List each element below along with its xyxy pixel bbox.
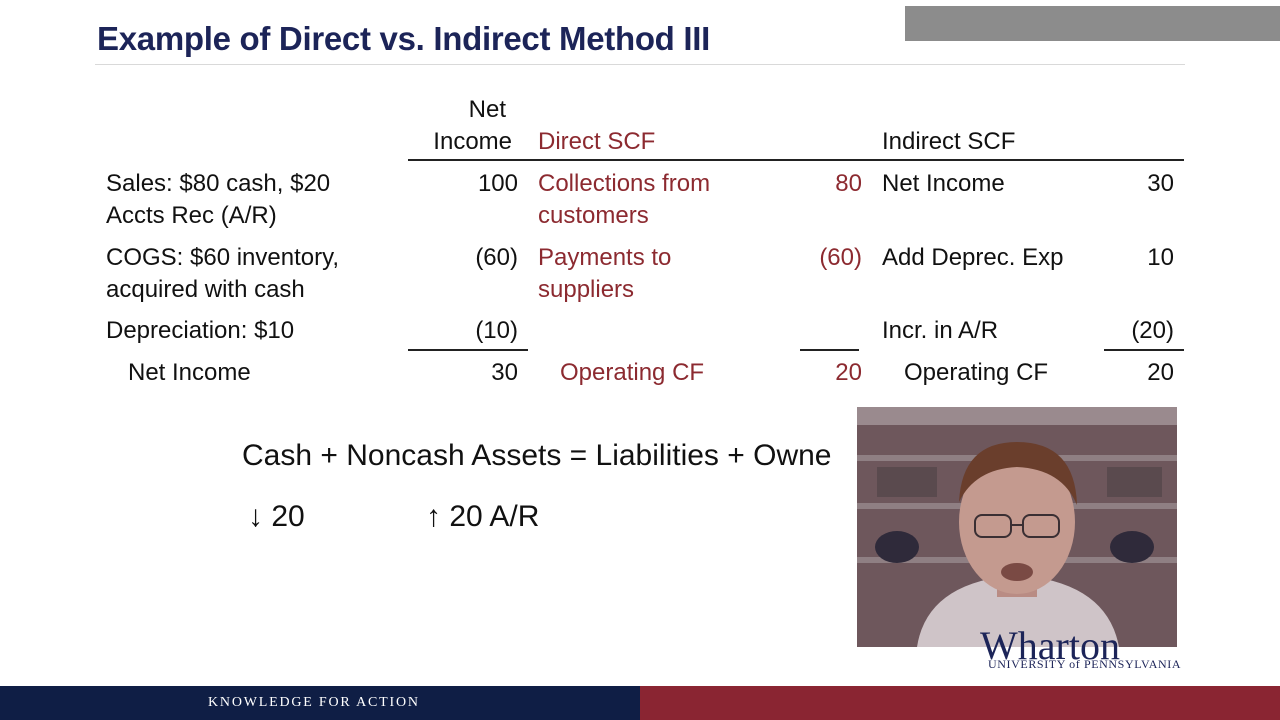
total-direct-value: 20 [835, 359, 862, 386]
total-desc: Net Income [128, 359, 251, 386]
footer-bar-left [0, 686, 640, 720]
header-net-line1: Net [468, 96, 506, 123]
presenter-video [857, 407, 1177, 647]
row1-direct-label-line1: Collections from [538, 170, 711, 197]
total-direct-label: Operating CF [560, 359, 705, 386]
row2-net-income: (60) [475, 244, 518, 271]
row3-indirect-value: (20) [1131, 317, 1174, 344]
row2-indirect-label: Add Deprec. Exp [882, 244, 1064, 271]
corner-overlay [905, 6, 1280, 41]
row1-indirect-label: Net Income [882, 170, 1005, 197]
row1-net-income: 100 [477, 170, 518, 197]
row2-direct-label-line2: suppliers [538, 276, 635, 303]
slide-title: Example of Direct vs. Indirect Method II… [97, 20, 711, 57]
row2-desc-line1: COGS: $60 inventory, [106, 244, 339, 271]
row2-direct-label-line1: Payments to [538, 244, 672, 271]
header-direct-scf: Direct SCF [538, 128, 656, 155]
row2-indirect-value: 10 [1147, 244, 1174, 271]
row1-indirect-value: 30 [1147, 170, 1174, 197]
row2-direct-value: (60) [819, 244, 862, 271]
header-net-line2: Income [433, 128, 512, 155]
subtotal-rule-direct [800, 349, 859, 351]
ar-change: ↑ 20 A/R [426, 500, 540, 533]
accounting-equation: Cash + Noncash Assets = Liabilities + Ow… [242, 439, 832, 472]
row2-desc-line2: acquired with cash [106, 276, 305, 303]
row1-desc-line2: Accts Rec (A/R) [106, 202, 277, 229]
row3-indirect-label: Incr. in A/R [882, 317, 999, 344]
footer-bar-right [640, 686, 1280, 720]
footer-tagline: KNOWLEDGE FOR ACTION [208, 695, 420, 710]
row1-desc-line1: Sales: $80 cash, $20 [106, 170, 331, 197]
presenter-image [857, 407, 1177, 647]
header-indirect-scf: Indirect SCF [882, 128, 1016, 155]
subtotal-rule-indirect [1104, 349, 1184, 351]
row1-direct-label-line2: customers [538, 202, 649, 229]
wharton-university-line: UNIVERSITY of PENNSYLVANIA [988, 657, 1182, 671]
row1-direct-value: 80 [835, 170, 862, 197]
cash-change: ↓ 20 [248, 500, 305, 533]
header-rule [408, 159, 1184, 161]
title-divider [95, 64, 1185, 65]
total-net-income: 30 [491, 359, 518, 386]
wharton-logo: Wharton [980, 623, 1120, 668]
subtotal-rule-net-income [408, 349, 528, 351]
row3-net-income: (10) [475, 317, 518, 344]
total-indirect-label: Operating CF [904, 359, 1049, 386]
row3-desc: Depreciation: $10 [106, 317, 295, 344]
total-indirect-value: 20 [1147, 359, 1174, 386]
